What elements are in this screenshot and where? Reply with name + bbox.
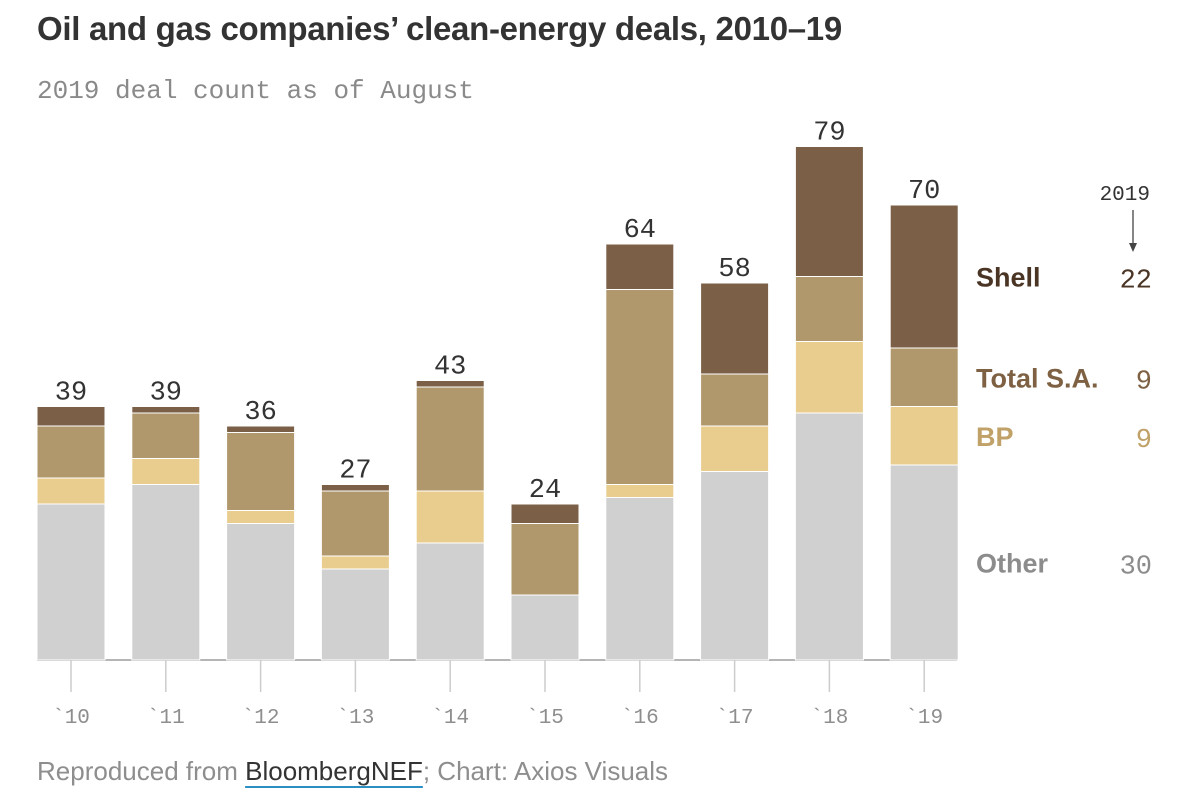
legend-value-bp: 9 [1136,426,1152,456]
legend-arrow-head [1129,243,1137,252]
legend-label-bp: BP [976,422,1014,452]
bar-segment-bp-3 [320,555,390,570]
chart-subtitle: 2019 deal count as of August [37,76,474,106]
legend-label-shell: Shell [976,263,1041,293]
bar-segment-shell-6 [605,243,675,290]
bar-total-label-7: 58 [718,255,750,285]
legend-label-other: Other [976,549,1049,579]
bar-segment-total-s-a--1 [131,412,201,459]
bar-segment-total-s-a--2 [226,432,296,511]
bar-total-label-3: 27 [339,457,371,487]
bar-segment-other-9 [889,464,959,661]
bar-segment-shell-7 [700,282,770,375]
bar-segment-bp-4 [415,490,485,544]
bar-total-label-5: 24 [529,476,561,506]
bar-segment-other-4 [415,542,485,661]
bar-segment-other-5 [510,594,580,661]
bar-segment-bp-2 [226,510,296,524]
bar-segment-total-s-a--0 [36,425,106,479]
bar-segment-shell-5 [510,503,580,524]
x-tick-label-1: `11 [147,707,185,730]
bar-segment-other-2 [226,523,296,661]
bar-segment-shell-4 [415,380,485,388]
x-tick-label-8: `18 [810,707,848,730]
bar-segment-total-s-a--9 [889,347,959,407]
footer-prefix: Reproduced from [37,756,246,786]
bar-segment-total-s-a--8 [794,276,864,342]
bar-segment-bp-8 [794,341,864,414]
x-tick-label-0: `10 [52,707,90,730]
bar-segment-bp-1 [131,458,201,485]
x-tick-label-3: `13 [336,707,374,730]
bar-total-label-4: 43 [434,353,466,383]
x-tick-label-6: `16 [621,707,659,730]
x-tick-label-2: `12 [242,707,280,730]
bar-segment-shell-1 [131,406,201,414]
bar-segment-total-s-a--6 [605,289,675,485]
bar-segment-shell-0 [36,406,106,427]
legend-value-shell: 22 [1120,267,1152,297]
bar-segment-total-s-a--5 [510,523,580,596]
bar-total-label-0: 39 [55,379,87,409]
legend-value-total-s-a-: 9 [1136,367,1152,397]
bar-segment-other-8 [794,412,864,661]
bar-total-label-8: 79 [813,119,845,149]
bar-segment-shell-2 [226,425,296,433]
bar-segment-other-1 [131,484,201,661]
x-tick-label-5: `15 [526,707,564,730]
bar-segment-bp-6 [605,484,675,498]
bar-segment-total-s-a--4 [415,386,485,492]
bar-segment-shell-3 [320,484,390,492]
legend-year-header: 2019 [1100,184,1150,207]
legend-label-total-s-a-: Total S.A. [976,363,1099,393]
bar-segment-other-6 [605,497,675,661]
bar-segment-shell-8 [794,146,864,277]
bar-segment-total-s-a--7 [700,373,770,427]
bar-segment-other-7 [700,471,770,661]
bar-segment-bp-9 [889,406,959,466]
bar-segment-other-0 [36,503,106,661]
x-tick-label-9: `19 [905,707,943,730]
bar-segment-total-s-a--3 [320,490,390,557]
source-link[interactable]: BloombergNEF [245,756,423,786]
bar-segment-bp-7 [700,425,770,472]
x-tick-label-4: `14 [431,707,469,730]
bar-total-label-1: 39 [150,379,182,409]
bar-segment-other-3 [320,568,390,661]
source-footer: Reproduced from BloombergNEF; Chart: Axi… [37,756,668,787]
footer-suffix: ; Chart: Axios Visuals [422,756,669,786]
legend-value-other: 30 [1120,553,1152,583]
bar-total-label-6: 64 [624,216,656,246]
chart-title: Oil and gas companies’ clean-energy deal… [37,10,842,47]
bar-total-label-9: 70 [908,177,940,207]
bar-segment-shell-9 [889,204,959,349]
bar-segment-bp-0 [36,477,106,505]
bar-total-label-2: 36 [244,398,276,428]
x-tick-label-7: `17 [716,707,754,730]
